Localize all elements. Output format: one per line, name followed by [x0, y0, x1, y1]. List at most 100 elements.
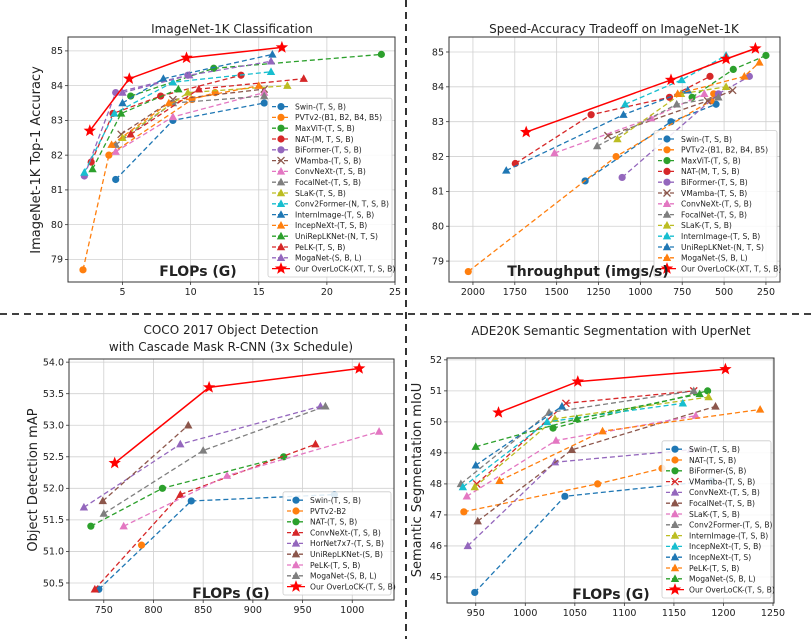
legend-label: MogaNet-(S, B, L) [689, 575, 756, 584]
data-point [689, 386, 698, 395]
axes-frame [448, 36, 781, 283]
legend-label: PeLK-(T, S, B) [310, 561, 360, 570]
legend-marker [276, 253, 286, 261]
series-moganet-s-b-l- [118, 56, 276, 96]
data-point [90, 584, 100, 593]
legend-item: Conv2Former-(N, T, S, B) [272, 199, 389, 209]
chart-panel-1: 5 10 15 20 25 79 80 81 82 83 84 85 Swin-(T, S, B) PVT… [29, 22, 401, 298]
data-point [275, 40, 289, 53]
legend-item: PeLK-(T, S, B) [287, 560, 360, 570]
legend-marker [289, 580, 303, 592]
legend-item: PVTv2-B2 [287, 507, 346, 516]
legend-label: UniRepLKNet-(S, B) [310, 550, 383, 559]
legend-marker [671, 456, 679, 464]
data-point [83, 124, 96, 137]
data-point [755, 405, 765, 413]
series-pelk-t-s-b- [119, 427, 384, 530]
series-our-overlock-xt-t-s-b- [83, 40, 289, 137]
y-axis-label: Object Detection mAP [26, 408, 41, 551]
data-point [194, 84, 203, 93]
series-incepnext-t-s-b- [458, 398, 688, 491]
series-line [114, 367, 360, 464]
legend-label: NAT-(M, T, S, B) [681, 167, 740, 176]
data-point [572, 414, 582, 422]
series-nat-m-t-s-b- [511, 72, 714, 168]
data-point [619, 110, 628, 118]
x-tick-label: 1500 [545, 287, 569, 298]
data-point [471, 588, 479, 597]
legend-marker [276, 221, 286, 229]
data-point [664, 73, 678, 86]
series-line [624, 54, 727, 105]
legend-item: Our OverLoCK-(XT, T, S, B) [658, 262, 781, 274]
y-axis-label: Semantic Segmentation mIoU [410, 383, 425, 578]
data-point [721, 82, 731, 91]
chart-title: ADE20K Semantic Segmentation with UperNe… [471, 324, 751, 338]
legend-label: UniRepLKNet-(N, T, S) [295, 232, 378, 241]
y-tick-label: 81 [432, 187, 444, 198]
data-point [168, 77, 178, 86]
legend-item: UniRepLKNet-(N, T, S) [272, 231, 378, 241]
legend-label: Our OverLoCK-(T, S, B) [310, 582, 396, 591]
x-tick-label: 1000 [628, 287, 652, 298]
legend-item: MogaNet-(S, B, L) [666, 574, 756, 584]
legend-marker [276, 242, 286, 251]
series-line [120, 88, 265, 135]
legend-label: Swin-(T, S, B) [295, 102, 346, 111]
data-point [719, 362, 732, 375]
y-tick-label: 79 [51, 255, 63, 266]
y-tick-label: 80 [51, 220, 63, 231]
series-line [89, 46, 282, 132]
data-point [719, 52, 733, 65]
data-point [198, 446, 208, 454]
data-point [740, 71, 749, 80]
data-point [755, 58, 764, 66]
legend-label: FocalNet-(T, S, B) [689, 499, 755, 508]
legend-label: InternImage-(T, S, B) [681, 232, 760, 241]
legend-label: MogaNet-(S, B, L) [681, 254, 748, 263]
y-tick-label: 84 [51, 81, 63, 92]
x-tick-label: 750 [673, 287, 691, 298]
legend-marker [663, 157, 671, 165]
legend-item: MaxViT-(T, S, B) [272, 124, 355, 133]
legend-item: BiFormer-(S, B) [666, 467, 746, 476]
legend-label: SLaK-(T, S, B) [295, 189, 346, 198]
data-point [280, 453, 288, 461]
data-point [594, 480, 602, 488]
data-point [561, 492, 569, 500]
series-line [91, 88, 179, 170]
y-tick-label: 48 [430, 479, 442, 490]
legend-item: FocalNet-(T, S, B) [272, 177, 361, 187]
x-tick-label: 900 [244, 605, 262, 616]
legend-item: NAT-(T, S, B) [287, 518, 357, 527]
legend-item: MaxViT-(T, S, B) [658, 156, 741, 165]
data-point [158, 484, 167, 492]
axes-frame [67, 36, 396, 283]
y-tick-label: 51 [430, 386, 442, 397]
legend-marker [662, 199, 672, 207]
legend-item: HorNet7x7-(T, S, B) [287, 539, 384, 548]
data-point [254, 81, 263, 89]
legend-item: ConvNeXt-(T, S, B) [272, 167, 366, 176]
data-point [126, 129, 135, 138]
data-point [571, 375, 584, 387]
data-point [80, 168, 89, 176]
data-point [464, 267, 472, 276]
legend-item: PeLK-(T, S, B) [272, 242, 345, 252]
y-tick-label: 52.5 [43, 452, 64, 463]
legend-item: SLaK-(T, S, B) [658, 221, 732, 230]
x-tick-label: 750 [95, 605, 113, 616]
legend-marker [662, 253, 672, 261]
series-moganet-s-b-l- [99, 401, 330, 517]
y-tick-label: 46 [430, 541, 442, 552]
data-point [672, 99, 681, 108]
legend-label: Our OverLoCK-(XT, T, S, B) [681, 264, 781, 273]
legend-marker [277, 156, 285, 165]
legend-label: Swin-(T, S, B) [681, 135, 732, 144]
x-tick-label: 800 [144, 605, 162, 616]
data-point [557, 401, 567, 410]
legend-marker [291, 560, 301, 569]
legend-marker [663, 178, 671, 186]
legend-label: PVTv2-(B1, B2, B4, B5) [295, 113, 382, 122]
